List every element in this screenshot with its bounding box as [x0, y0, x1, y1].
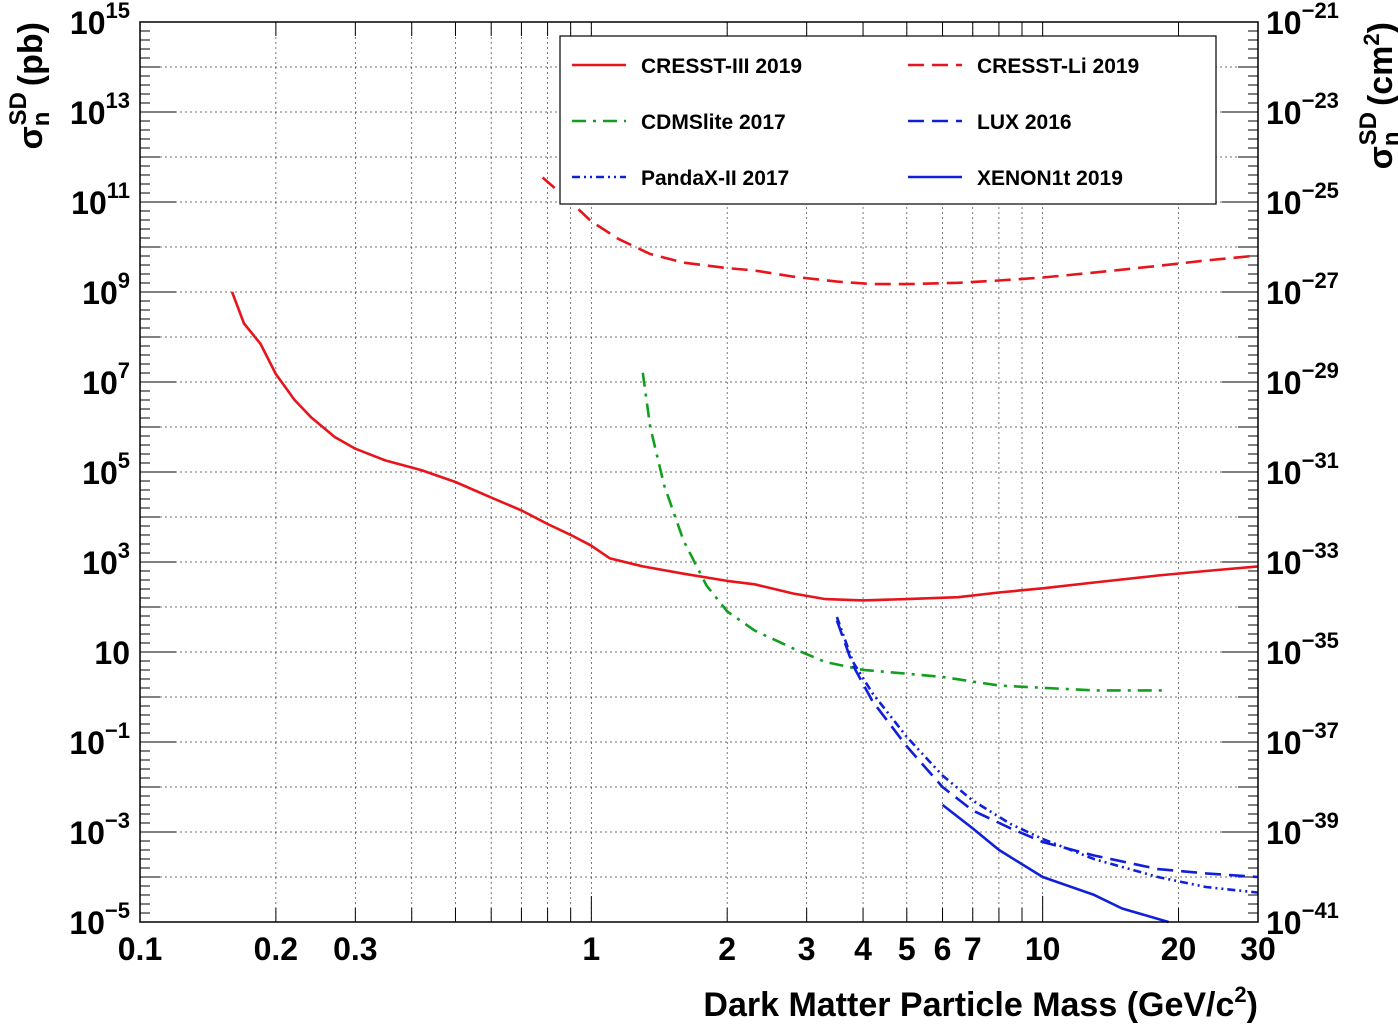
y-tick-label-right: 10−33	[1266, 538, 1339, 581]
y-tick-label-left: 1011	[71, 178, 130, 221]
legend-label: CRESST-Li 2019	[977, 55, 1139, 78]
y-left-tick-labels: 1015 1013 1011 109 107 105 103 10 10−1 10−3 10−5	[69, 0, 130, 941]
y-tick-label-right: 10−21	[1266, 0, 1339, 41]
y-tick-label-right: 10−41	[1266, 898, 1339, 941]
series-group	[230, 176, 1259, 924]
y-tick-label-left: 103	[82, 538, 130, 581]
y-tick-label-right: 10−25	[1266, 178, 1339, 221]
y-tick-label-right: 10−39	[1266, 808, 1339, 851]
legend-label: CDMSlite 2017	[641, 111, 786, 134]
x-tick-label: 3	[798, 931, 816, 967]
y-right-tick-labels: 10−21 10−23 10−25 10−27 10−29 10−31 10−33 10−35…	[1266, 0, 1339, 941]
y-tick-label-left: 10	[94, 635, 130, 671]
y-axis-title-right: σnSD(cm2)	[1355, 22, 1398, 169]
y-tick-label-right: 10−27	[1266, 268, 1339, 311]
legend-label: PandaX-II 2017	[641, 167, 789, 190]
axis-ticks	[139, 21, 1259, 923]
legend-label: LUX 2016	[977, 111, 1072, 134]
x-tick-label: 0.1	[118, 931, 162, 967]
x-tick-label: 5	[898, 931, 916, 967]
y-tick-label-left: 105	[82, 448, 130, 491]
legend-label: XENON1t 2019	[977, 167, 1123, 190]
legend-label: CRESST-III 2019	[641, 55, 802, 78]
x-tick-labels: 0.1 0.2 0.3 1 2 3 4 5 6 7 10 20 30	[118, 931, 1276, 967]
x-tick-label: 1	[582, 931, 600, 967]
legend: CRESST-III 2019 CRESST-Li 2019 CDMSlite 20…	[559, 35, 1217, 205]
series-line-lux-2016	[835, 620, 1259, 879]
y-tick-label-left: 107	[82, 358, 130, 401]
x-tick-label: 7	[964, 931, 982, 967]
x-tick-label: 2	[718, 931, 736, 967]
series-line-pandax-ii-2017	[835, 616, 1259, 894]
y-tick-label-left: 1013	[70, 88, 130, 131]
y-tick-label-left: 10−1	[69, 718, 130, 761]
y-tick-label-right: 10−37	[1266, 718, 1339, 761]
y-tick-label-left: 109	[82, 268, 130, 311]
y-tick-label-right: 10−35	[1266, 628, 1339, 671]
y-tick-label-left: 10−5	[69, 898, 130, 941]
plot-frame	[139, 21, 1259, 923]
x-tick-label: 10	[1025, 931, 1061, 967]
y-axis-title-left: σnSD(pb)	[5, 22, 55, 149]
x-axis-title: Dark Matter Particle Mass (GeV/c2)	[703, 982, 1258, 1024]
series-line-cresst-li-2019	[541, 176, 1259, 286]
y-tick-label-left: 1015	[70, 0, 130, 41]
legend-box	[559, 35, 1217, 205]
x-tick-label: 30	[1240, 931, 1276, 967]
x-tick-label: 0.3	[333, 931, 377, 967]
x-tick-label: 4	[854, 931, 872, 967]
series-line-xenon1t-2019	[941, 803, 1169, 924]
y-tick-label-left: 10−3	[69, 808, 130, 851]
y-tick-label-right: 10−31	[1266, 448, 1339, 491]
series-line-cresst-iii-2019	[230, 291, 1259, 602]
x-tick-label: 0.2	[254, 931, 298, 967]
x-tick-label: 6	[934, 931, 952, 967]
x-tick-label: 20	[1161, 931, 1197, 967]
y-tick-label-right: 10−23	[1266, 88, 1339, 131]
y-tick-label-right: 10−29	[1266, 358, 1339, 401]
